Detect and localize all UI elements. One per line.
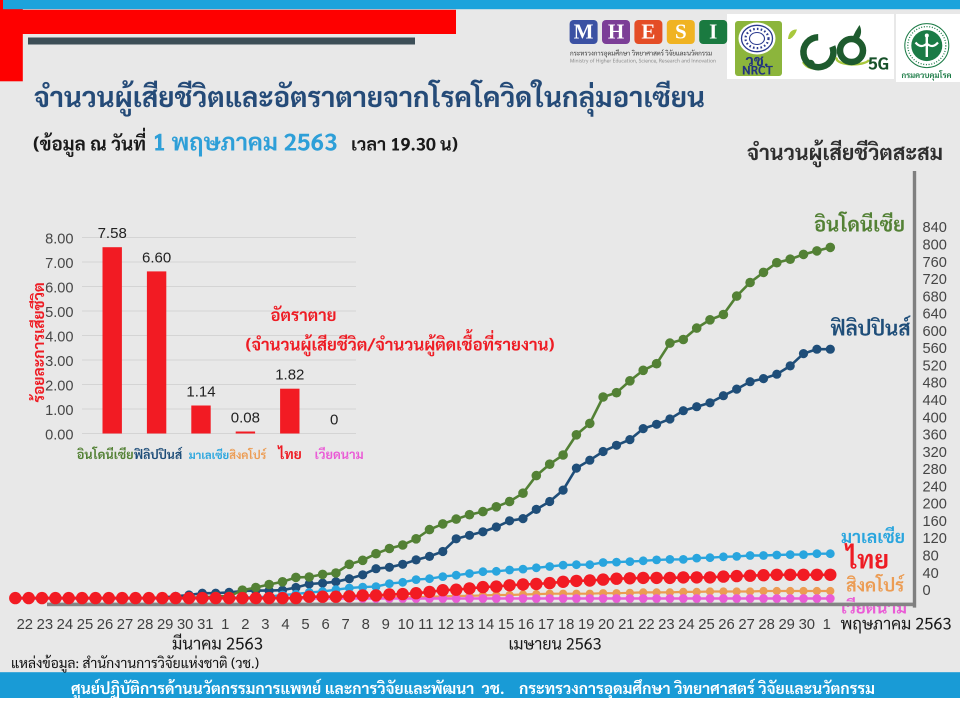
svg-text:320: 320 — [923, 445, 947, 461]
svg-text:0.08: 0.08 — [231, 409, 260, 426]
svg-text:19: 19 — [578, 617, 594, 633]
svg-text:8.00: 8.00 — [45, 231, 73, 247]
svg-text:18: 18 — [558, 617, 574, 633]
svg-text:640: 640 — [923, 307, 947, 323]
svg-text:840: 840 — [923, 220, 947, 236]
svg-text:20: 20 — [598, 617, 614, 633]
svg-text:28: 28 — [758, 617, 774, 633]
svg-text:400: 400 — [923, 410, 947, 426]
svg-text:280: 280 — [923, 462, 947, 478]
svg-text:80: 80 — [923, 549, 939, 565]
svg-text:2: 2 — [241, 617, 249, 633]
svg-text:1: 1 — [823, 617, 831, 633]
svg-text:21: 21 — [618, 617, 634, 633]
svg-text:7: 7 — [341, 617, 349, 633]
svg-text:240: 240 — [923, 479, 947, 495]
svg-text:5.00: 5.00 — [45, 305, 73, 321]
svg-text:440: 440 — [923, 393, 947, 409]
svg-text:720: 720 — [923, 272, 947, 288]
svg-text:1: 1 — [221, 617, 229, 633]
svg-text:26: 26 — [97, 617, 113, 633]
svg-text:120: 120 — [923, 531, 947, 547]
svg-text:7.58: 7.58 — [98, 225, 127, 242]
svg-text:25: 25 — [698, 617, 714, 633]
svg-text:H: H — [608, 20, 624, 44]
svg-text:800: 800 — [923, 238, 947, 254]
svg-text:29: 29 — [778, 617, 794, 633]
svg-text:560: 560 — [923, 341, 947, 357]
svg-text:40: 40 — [923, 566, 939, 582]
svg-text:480: 480 — [923, 376, 947, 392]
svg-text:3.00: 3.00 — [45, 354, 73, 370]
svg-text:8: 8 — [362, 617, 370, 633]
svg-text:520: 520 — [923, 358, 947, 374]
svg-text:27: 27 — [117, 617, 133, 633]
svg-text:1.00: 1.00 — [45, 403, 73, 419]
svg-text:360: 360 — [923, 428, 947, 444]
svg-text:15: 15 — [498, 617, 514, 633]
svg-text:200: 200 — [923, 497, 947, 513]
svg-text:I: I — [709, 20, 717, 44]
svg-text:7.00: 7.00 — [45, 256, 73, 272]
svg-text:14: 14 — [478, 617, 494, 633]
svg-text:22: 22 — [17, 617, 33, 633]
svg-text:31: 31 — [197, 617, 213, 633]
svg-text:12: 12 — [438, 617, 454, 633]
svg-text:24: 24 — [678, 617, 694, 633]
svg-text:600: 600 — [923, 324, 947, 340]
svg-text:28: 28 — [137, 617, 153, 633]
svg-text:26: 26 — [718, 617, 734, 633]
svg-text:29: 29 — [157, 617, 173, 633]
svg-text:S: S — [675, 20, 687, 44]
svg-text:13: 13 — [458, 617, 474, 633]
svg-text:9: 9 — [382, 617, 390, 633]
svg-text:16: 16 — [518, 617, 534, 633]
svg-text:24: 24 — [57, 617, 73, 633]
svg-text:27: 27 — [738, 617, 754, 633]
svg-text:4: 4 — [281, 617, 289, 633]
svg-text:5: 5 — [301, 617, 309, 633]
svg-text:0.00: 0.00 — [45, 427, 73, 443]
svg-text:160: 160 — [923, 514, 947, 530]
svg-text:760: 760 — [923, 255, 947, 271]
svg-text:0: 0 — [923, 583, 931, 599]
svg-text:6.00: 6.00 — [45, 280, 73, 296]
svg-text:E: E — [641, 20, 655, 44]
svg-text:1.82: 1.82 — [275, 367, 304, 384]
svg-text:30: 30 — [799, 617, 815, 633]
svg-text:30: 30 — [177, 617, 193, 633]
svg-text:25: 25 — [77, 617, 93, 633]
svg-text:680: 680 — [923, 289, 947, 305]
svg-text:17: 17 — [538, 617, 554, 633]
svg-text:23: 23 — [37, 617, 53, 633]
svg-text:6: 6 — [321, 617, 329, 633]
svg-text:22: 22 — [638, 617, 654, 633]
svg-text:4.00: 4.00 — [45, 329, 73, 345]
svg-text:10: 10 — [398, 617, 414, 633]
svg-text:1.14: 1.14 — [186, 383, 215, 400]
svg-text:11: 11 — [418, 617, 433, 633]
svg-text:23: 23 — [658, 617, 674, 633]
svg-text:3: 3 — [261, 617, 269, 633]
svg-text:M: M — [574, 20, 594, 44]
svg-text:2.00: 2.00 — [45, 378, 73, 394]
svg-text:6.60: 6.60 — [142, 249, 171, 266]
svg-text:0: 0 — [330, 411, 338, 428]
